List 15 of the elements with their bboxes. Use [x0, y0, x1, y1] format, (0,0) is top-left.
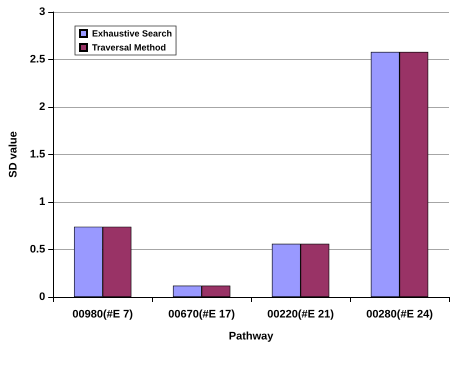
y-tick-label: 1.5: [30, 148, 46, 160]
legend-label: Exhaustive Search: [92, 28, 172, 38]
y-tick-label: 2.5: [30, 54, 46, 66]
x-tick-label: 00280(#E 24): [366, 308, 434, 320]
x-tick-label: 00980(#E 7): [72, 308, 134, 320]
y-axis-title: SD value: [8, 131, 20, 178]
y-tick-label: 0: [39, 291, 46, 303]
y-tick-label: 2: [39, 101, 46, 113]
y-tick-label: 1: [39, 196, 46, 208]
legend-label: Traversal Method: [92, 42, 166, 52]
y-tick-label: 0.5: [30, 244, 46, 256]
x-axis-title: Pathway: [228, 330, 274, 342]
y-tick-label: 3: [39, 6, 46, 18]
x-tick-label: 00220(#E 21): [267, 308, 334, 320]
x-tick-label: 00670(#E 17): [168, 308, 236, 320]
